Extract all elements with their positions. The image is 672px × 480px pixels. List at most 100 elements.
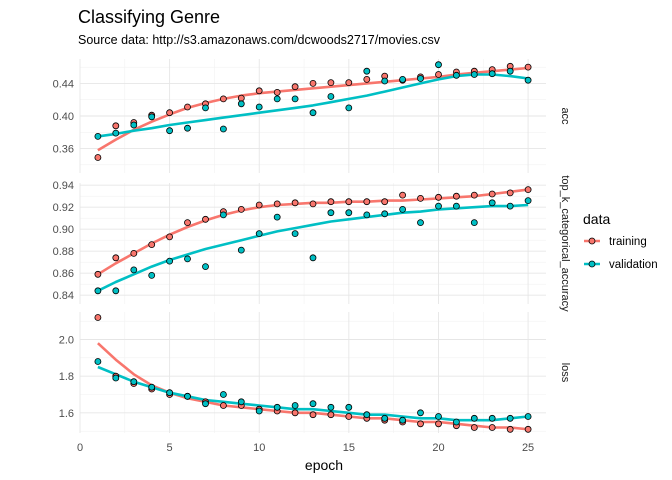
point-training (273, 200, 281, 208)
point-validation (381, 414, 389, 422)
point-validation (219, 125, 227, 133)
point-training (291, 409, 299, 417)
point-validation (381, 210, 389, 218)
point-training (524, 425, 532, 433)
point-validation (291, 402, 299, 409)
point-validation (112, 129, 120, 137)
point-validation (166, 389, 174, 397)
point-training (94, 154, 102, 161)
point-validation (399, 205, 407, 213)
point-validation (309, 400, 317, 408)
point-training (112, 254, 120, 262)
point-validation (327, 209, 335, 217)
y-tick-label: 0.86 (53, 268, 74, 280)
x-tick-label: 10 (253, 442, 265, 454)
y-tick-label: 0.40 (53, 111, 74, 123)
point-validation (273, 95, 281, 103)
point-validation (291, 230, 299, 238)
point-validation (363, 67, 371, 75)
point-validation (506, 414, 514, 422)
point-training (470, 424, 478, 431)
point-training (309, 80, 317, 87)
point-validation (130, 378, 138, 386)
point-training (363, 198, 371, 206)
point-validation (148, 271, 156, 279)
point-validation (506, 67, 514, 75)
point-training (327, 411, 335, 419)
point-validation (470, 414, 478, 422)
point-validation (237, 246, 245, 254)
x-tick-label: 20 (432, 442, 444, 454)
point-validation (202, 263, 209, 271)
point-training (237, 94, 245, 102)
facet-strip-label: top_k_categorical_accuracy (559, 175, 571, 312)
legend-entry-validation: validation (584, 259, 658, 271)
point-validation (184, 255, 191, 263)
point-validation (417, 75, 424, 82)
point-training (148, 241, 156, 249)
point-validation (327, 93, 335, 100)
point-validation (184, 124, 191, 132)
x-tick-label: 5 (167, 442, 173, 454)
point-training (470, 191, 478, 199)
point-training (345, 198, 353, 206)
point-validation (166, 257, 174, 265)
point-training (417, 194, 424, 202)
point-training (327, 198, 335, 206)
y-tick-label: 2.0 (59, 335, 74, 347)
legend-label-validation: validation (609, 259, 658, 271)
y-tick-label: 0.88 (53, 246, 74, 258)
x-tick-label: 0 (77, 442, 83, 454)
y-tick-label: 0.92 (53, 202, 74, 214)
point-training (381, 198, 389, 206)
point-training (488, 190, 496, 198)
point-validation (399, 416, 407, 424)
point-validation (435, 413, 442, 420)
point-training (112, 122, 120, 130)
point-training (184, 103, 191, 111)
facet-strip-label: loss (559, 363, 571, 383)
point-validation (488, 414, 496, 422)
point-training (309, 200, 317, 208)
point-training (184, 219, 191, 227)
point-validation (255, 103, 263, 111)
point-validation (345, 209, 353, 217)
point-validation (148, 113, 156, 121)
legend-entry-training: training (584, 236, 647, 248)
point-training (488, 424, 496, 431)
point-validation (452, 71, 460, 79)
panel-loss: 1.6 1.8 2.0 loss (59, 312, 571, 433)
point-validation (417, 409, 424, 417)
point-validation (291, 95, 299, 103)
point-training (255, 201, 263, 209)
point-validation (345, 403, 353, 411)
x-axis: 0 5 10 15 20 25 (77, 442, 534, 454)
point-training (291, 83, 299, 91)
point-validation (524, 76, 532, 84)
point-training (524, 63, 532, 71)
point-validation (237, 100, 245, 108)
y-tick-label: 1.8 (59, 371, 74, 383)
point-training (506, 189, 514, 197)
point-training (166, 233, 174, 241)
point-validation (488, 199, 496, 207)
point-training (219, 95, 227, 103)
point-validation (399, 76, 407, 83)
point-validation (524, 413, 532, 420)
panel-top-k-categorical-accuracy: 0.84 0.86 0.88 0.90 0.92 0.94 top_k_categorica… (53, 175, 571, 312)
point-training (435, 71, 442, 78)
point-validation (506, 202, 514, 210)
point-training (327, 79, 335, 86)
point-training (94, 270, 102, 278)
legend: data training validation (583, 211, 658, 271)
point-training (291, 199, 299, 207)
point-validation (184, 392, 191, 400)
point-validation (345, 104, 353, 112)
point-training (94, 314, 102, 321)
point-validation (255, 230, 263, 238)
point-validation (363, 411, 371, 419)
point-training (166, 109, 174, 117)
point-validation (202, 400, 209, 408)
point-validation (130, 266, 138, 274)
point-validation (327, 403, 335, 411)
